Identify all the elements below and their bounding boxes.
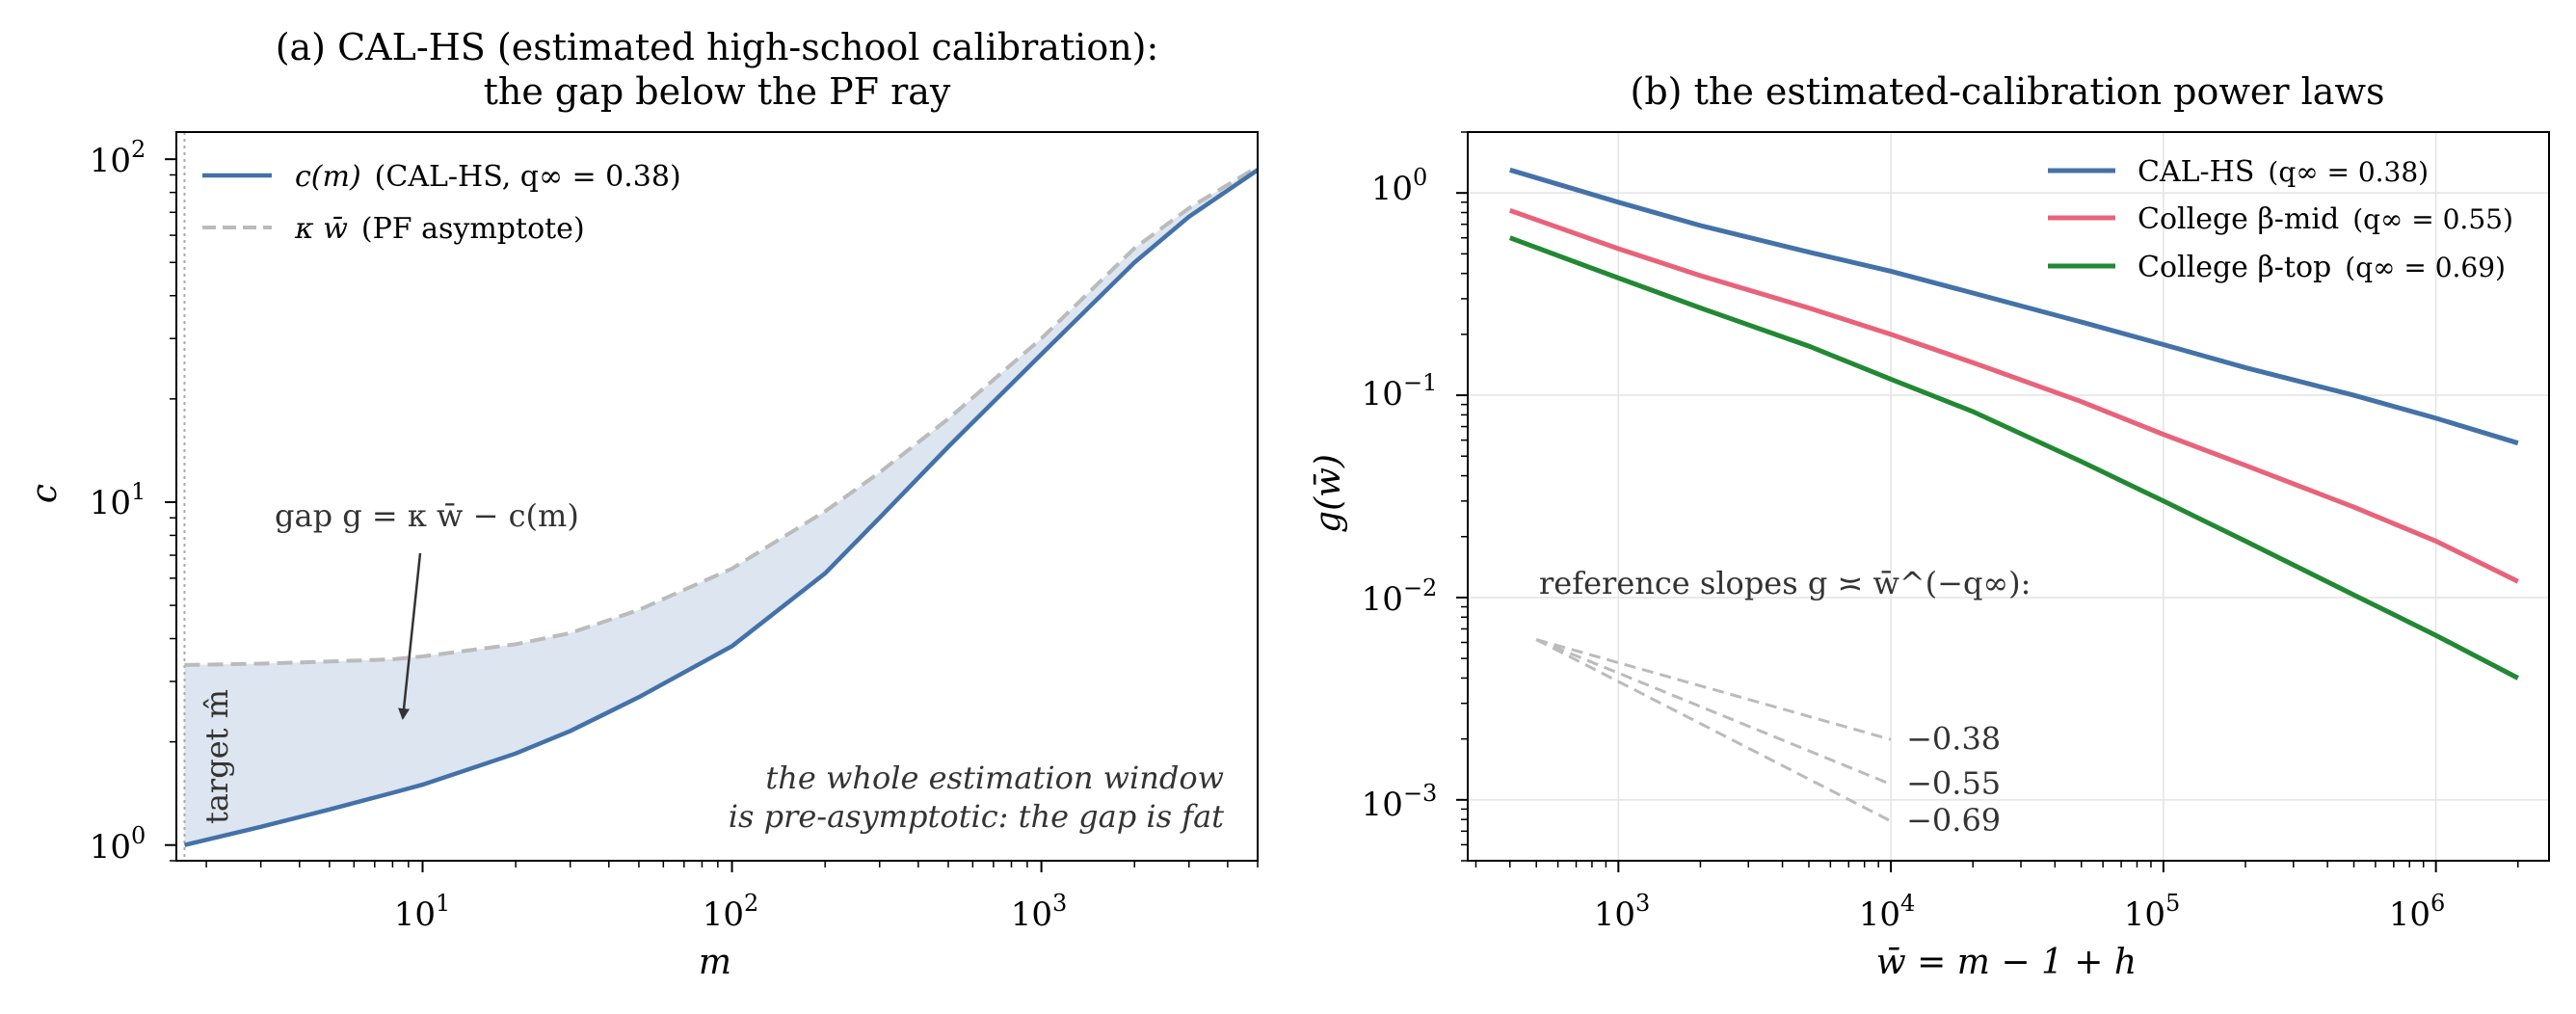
legend-label-college-beta-mid: College β-mid (q∞ = 0.55) — [2138, 202, 2513, 236]
y-tick-label-10-2: 102 — [90, 136, 146, 180]
gap-annotation-text: gap g = κ w̄ − c(m) — [275, 497, 579, 534]
reference-slopes-label: reference slopes g ≍ w̄^(−q∞): — [1539, 565, 2031, 601]
legend-label-cal-hs: CAL-HS (q∞ = 0.38) — [2138, 155, 2429, 189]
reference-slope-labels: −0.38 −0.55 −0.69 — [1906, 720, 2001, 839]
series-college-beta-top-line — [1508, 235, 2519, 680]
reference-slope-line — [1535, 638, 1892, 741]
y-tick-label-10-1: 101 — [90, 478, 146, 522]
x-tick-label-10-3: 103 — [1594, 890, 1651, 934]
x-tick-label-10-4: 104 — [1859, 890, 1916, 934]
legend-label-c-m: c(m) (CAL-HS, q∞ = 0.38) — [295, 160, 681, 194]
window-note-line1: the whole estimation window — [765, 760, 1224, 796]
panel-b-title: (b) the estimated-calibration power laws — [1631, 70, 2385, 113]
panel-a: (a) CAL-HS (estimated high-school calibr… — [25, 26, 1259, 982]
reference-slope-label-038: −0.38 — [1906, 720, 2001, 757]
reference-slope-label-069: −0.69 — [1906, 802, 2001, 839]
panel-a-title: (a) CAL-HS (estimated high-school calibr… — [276, 26, 1159, 68]
panel-b-x-axis-label: w̄ = m − 1 + h — [1876, 943, 2137, 982]
panel-a-frame — [175, 131, 1259, 862]
y-tick-label-10-m1: 10−1 — [1362, 369, 1438, 414]
panel-b-plot-area — [1508, 167, 2519, 823]
window-note-line2: is pre-asymptotic: the gap is fat — [729, 798, 1224, 835]
series-pf-asymptote-line — [184, 165, 1258, 667]
panel-a-y-axis-label: c — [25, 484, 65, 503]
panel-b: (b) the estimated-calibration power laws… — [1309, 70, 2550, 982]
panel-a-plot-area — [183, 132, 1258, 861]
x-tick-label-10-3: 103 — [1011, 890, 1068, 934]
panel-b-frame — [1467, 131, 2550, 862]
reference-slope-line — [1535, 638, 1892, 787]
gap-fill-area — [184, 167, 1258, 845]
panel-b-ticks — [1456, 131, 2519, 872]
x-tick-label-10-6: 106 — [2389, 890, 2446, 934]
x-tick-label-10-1: 101 — [394, 890, 451, 934]
gap-annotation-arrow — [398, 552, 422, 720]
x-tick-label-10-5: 105 — [2124, 890, 2181, 934]
panel-b-series — [1508, 167, 2519, 680]
panel-a-x-axis-label: m — [699, 943, 731, 982]
panel-b-grid — [1468, 132, 2549, 861]
series-college-beta-mid-line — [1508, 207, 2519, 584]
y-tick-label-10-m2: 10−2 — [1362, 574, 1438, 619]
target-vline-label: target m̂ — [199, 689, 235, 824]
panel-b-y-axis-label: g(w̄) — [1309, 454, 1348, 533]
y-tick-label-10-0: 100 — [1371, 164, 1428, 208]
panel-b-x-tick-labels: 103 104 105 106 — [1594, 890, 2446, 934]
panel-a-x-tick-labels: 101 102 103 — [394, 890, 1068, 934]
panel-b-y-tick-labels: 100 10−1 10−2 10−3 — [1362, 164, 1438, 824]
legend-label-pf-asymptote: κ w̄ (PF asymptote) — [294, 212, 585, 246]
series-c-m-line — [183, 168, 1258, 847]
panel-a-ticks — [165, 158, 1259, 872]
reference-slope-lines — [1535, 638, 1892, 823]
panel-a-title-line2: the gap below the PF ray — [484, 70, 951, 113]
x-tick-label-10-2: 102 — [703, 890, 759, 934]
reference-slope-line — [1535, 638, 1892, 823]
panel-a-legend: c(m) (CAL-HS, q∞ = 0.38) κ w̄ (PF asymptot… — [202, 160, 681, 246]
y-tick-label-10-0: 100 — [90, 822, 146, 867]
panel-a-y-tick-labels: 100 101 102 — [90, 136, 146, 867]
panel-b-legend: CAL-HS (q∞ = 0.38) College β-mid (q∞ = 0.5… — [2048, 155, 2513, 284]
reference-slope-label-055: −0.55 — [1906, 765, 2001, 802]
y-tick-label-10-m3: 10−3 — [1362, 780, 1438, 824]
legend-label-college-beta-top: College β-top (q∞ = 0.69) — [2138, 251, 2506, 284]
series-cal-hs-line — [1509, 167, 2519, 446]
